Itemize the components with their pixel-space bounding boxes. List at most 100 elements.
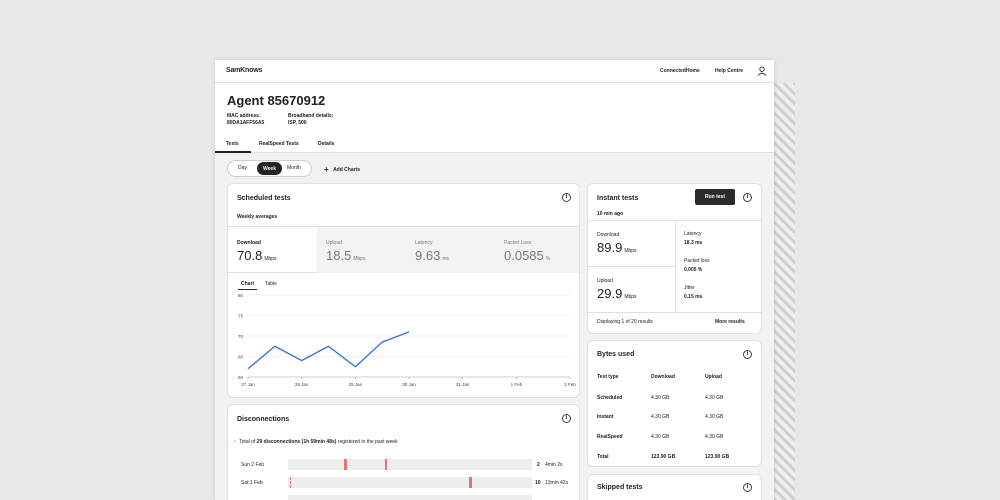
bytes-row-type: Instant [597,414,614,420]
disc-row-bar [288,459,532,470]
bytes-row-type: RealSpeed [597,434,623,440]
metric-latency-value[interactable]: 9.63 ms [415,248,449,263]
metric-packetloss-value[interactable]: 0.0585% [504,248,551,263]
instant-packetloss-value: 0.005 % [684,267,703,273]
disconnections-card: Disconnections i • Total of 29 disconnec… [227,404,580,500]
mac-label: MAC address: [227,113,261,119]
scheduled-tests-card: Scheduled tests i Weekly averages Downlo… [227,183,580,398]
agent-header: Agent 85670912 MAC address: 80DA1AFF56A5… [215,83,774,153]
summary-post: registered in the past week [336,439,398,445]
tab-tests[interactable]: Tests [226,141,239,147]
metric-latency-label: Latency [415,240,433,246]
results-count: Displaying 1 of 20 results [597,319,653,325]
instant-latency-value: 18.3 ms [684,240,703,246]
instant-download-value: 89.9 Mbps [597,240,637,255]
info-icon[interactable]: i [743,483,752,492]
download-series-line [247,331,410,370]
instant-jitter-label: Jitter [684,285,695,291]
card-title: Instant tests [597,195,639,202]
view-tab-table[interactable]: Table [265,281,277,287]
info-icon[interactable]: i [743,193,752,202]
disconnect-mark [385,459,387,470]
tab-realspeed[interactable]: RealSpeed Tests [259,141,299,147]
run-test-button[interactable]: Run test [695,189,735,205]
disconnections-summary: • Total of 29 disconnections (1h 59min 4… [234,439,398,445]
divider [675,220,676,312]
x-tick-label: 27 Jan [241,382,255,387]
bytes-header-download: Download [651,374,675,380]
skipped-tests-card: Skipped tests i [587,474,762,500]
disc-row-bar [288,477,532,488]
info-icon[interactable]: i [562,414,571,423]
disconnect-mark [290,477,291,488]
disc-row-duration: 13min 42s [545,480,569,486]
view-tab-indicator [238,289,257,290]
download-line-chart: 60 65 70 75 80 27 Jan 28 Jan 29 Jan 30 Jan 31 Jan… [238,293,576,387]
disc-row-label: Sun 2 Feb [241,462,265,468]
broadband-value: ISP, 500 [288,120,307,126]
bytes-row-download: 4.30 GB [651,395,670,401]
nav-connectedhome[interactable]: ConnectedHome [660,68,700,74]
period-month[interactable]: Month [287,165,301,171]
view-tab-chart[interactable]: Chart [241,281,255,287]
metric-download-value[interactable]: 70.8 Mbps [237,248,277,263]
instant-download-label: Download [597,232,620,238]
weekly-averages: Weekly averages [237,214,278,220]
metrics-inactive-bg [317,227,579,273]
plus-icon: + [324,165,329,174]
bytes-row-upload: 4.30 GB [705,395,724,401]
add-charts-button[interactable]: + Add Charts [324,164,360,174]
bytes-header-upload: Upload [705,374,722,380]
period-day[interactable]: Day [238,165,247,171]
card-title: Scheduled tests [237,195,291,202]
x-tick-label: 30 Jan [402,382,416,387]
info-icon[interactable]: i [743,350,752,359]
metric-upload-value[interactable]: 18.5 Mbps [326,248,366,263]
bytes-row-upload: 4.30 GB [705,434,724,440]
page-title: Agent 85670912 [227,93,326,108]
metric-download-label: Download [237,240,261,246]
info-icon[interactable]: i [562,193,571,202]
bytes-row-download: 4.30 GB [651,434,670,440]
divider [588,266,675,267]
metrics-row: Download 70.8 Mbps Upload 18.5 Mbps Latenc… [228,226,579,273]
card-title: Disconnections [237,416,290,423]
x-tick-label: 2 Feb [564,382,576,387]
disconnect-mark [344,459,347,470]
user-icon[interactable] [757,66,767,76]
x-tick-label: 28 Jan [295,382,309,387]
bytes-row-type: Total [597,454,609,460]
nav-help-centre[interactable]: Help Centre [715,68,744,74]
x-tick-label: 1 Feb [511,382,523,387]
instant-tests-card: Instant tests Run test i 10 min ago Down… [587,183,762,334]
period-toggle: Day Week Month [227,160,312,177]
bytes-row-download: 123.90 GB [651,454,676,460]
metric-packetloss-label: Packet Loss [504,240,532,246]
more-results-link[interactable]: More results [715,319,745,325]
y-tick-label: 80 [238,293,244,298]
bytes-header-type: Test type [597,374,619,380]
active-tab-indicator [215,151,251,153]
metric-upload-label: Upload [326,240,342,246]
card-title: Skipped tests [597,484,643,491]
disconnect-mark [469,477,472,488]
app-window: SamKnows ConnectedHome Help Centre Agent… [215,60,774,500]
instant-packetloss-label: Packet loss [684,258,710,264]
last-run: 10 min ago [597,211,624,217]
mac-value: 80DA1AFF56A5 [227,120,265,126]
divider [588,312,761,313]
card-title: Bytes used [597,351,635,358]
instant-upload-value: 29.9 Mbps [597,286,637,301]
logo: SamKnows [226,67,263,74]
summary-pre: Total of [239,439,257,445]
summary-bold: 29 disconnections (1h 59min 48s) [256,439,337,445]
bytes-used-card: Bytes used i Test type Download Upload S… [587,340,762,467]
disc-row-count: 2 [537,462,540,468]
y-tick-label: 65 [238,354,244,359]
bytes-row-upload: 123.90 GB [705,454,730,460]
disc-row-count: 10 [535,480,541,486]
tab-details[interactable]: Details [318,141,335,147]
x-tick-label: 29 Jan [349,382,363,387]
red-dot-icon: • [234,439,236,445]
period-week[interactable]: Week [257,162,282,175]
